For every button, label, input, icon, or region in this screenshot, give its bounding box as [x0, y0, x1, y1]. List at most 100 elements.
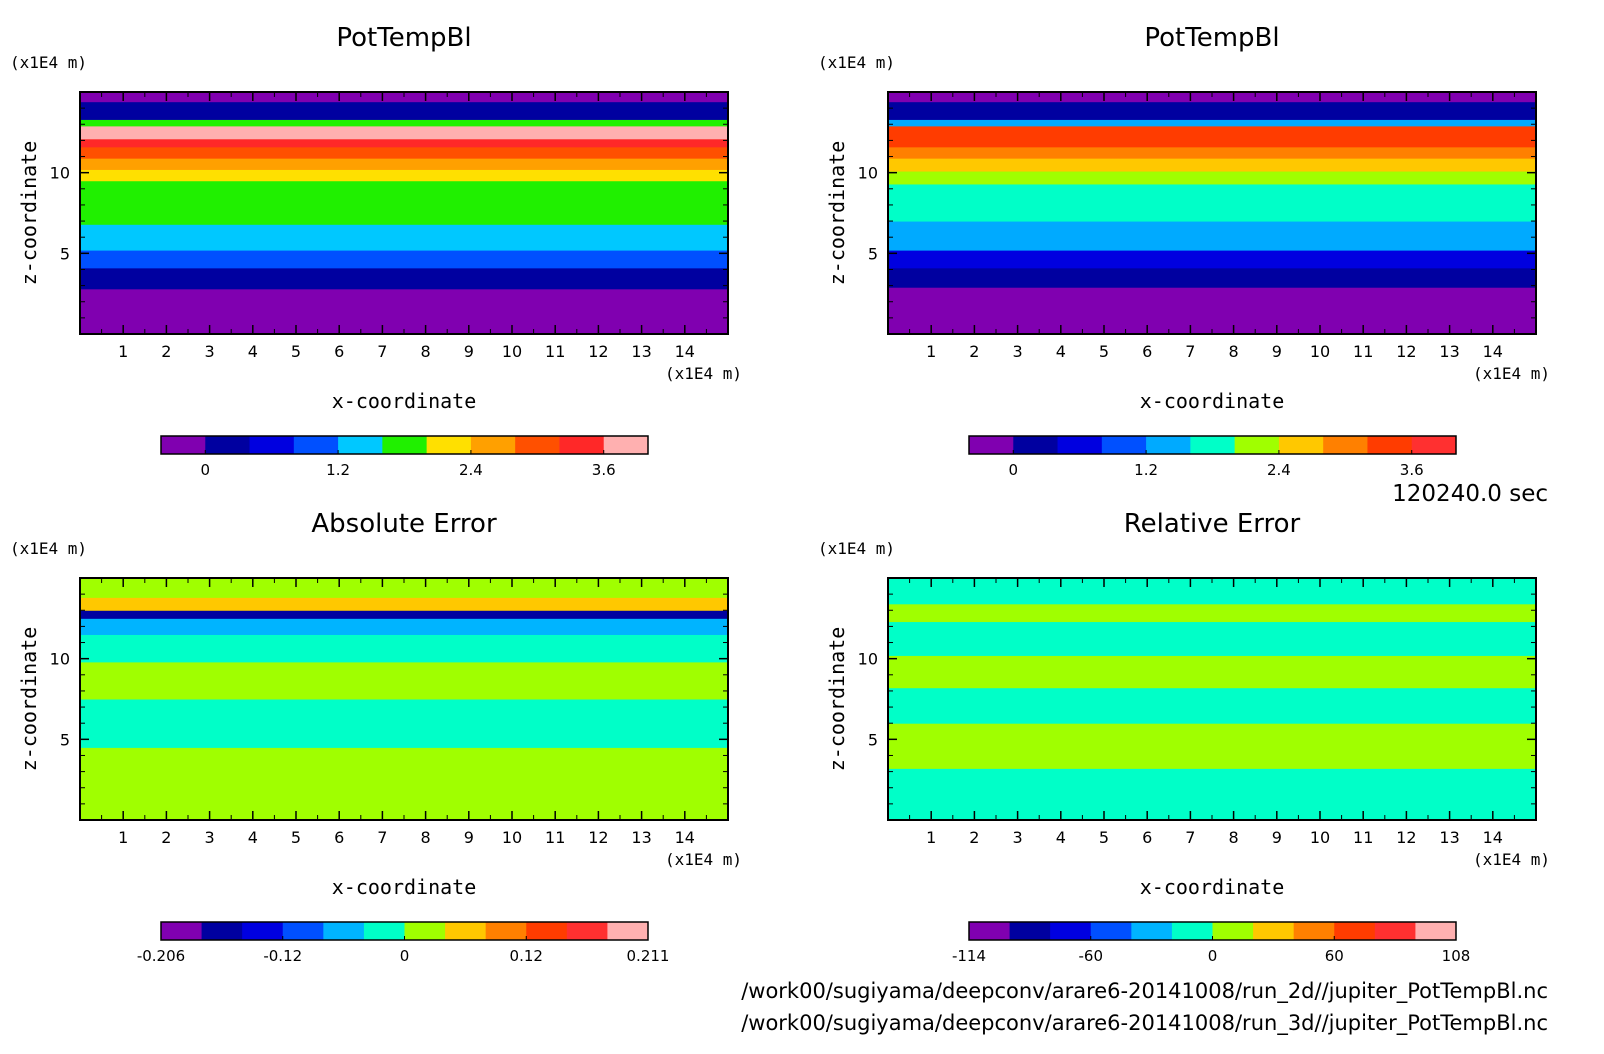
x-tick-label: 3: [1013, 342, 1023, 361]
colorbar-swatch: [1411, 436, 1457, 454]
x-unit-label: (x1E4 m): [665, 364, 742, 383]
contour-band-edge: [888, 156, 1536, 172]
contour-band-edge: [80, 265, 728, 281]
x-tick-label: 3: [205, 342, 215, 361]
contour-band-edge: [888, 248, 1536, 268]
y-axis-label: z-coordinate: [17, 141, 41, 286]
colorbar-tick-label: 0.12: [510, 947, 543, 965]
x-tick-label: 2: [969, 828, 979, 847]
contour-band-edge: [80, 167, 728, 181]
x-tick-label: 10: [1310, 828, 1330, 847]
colorbar-swatch: [382, 436, 428, 454]
x-tick-label: 5: [1099, 342, 1109, 361]
colorbar-swatch: [363, 922, 405, 940]
colorbar-swatch: [1374, 922, 1416, 940]
colorbar-swatch: [293, 436, 339, 454]
y-unit-label: (x1E4 m): [10, 539, 87, 558]
colorbar-swatch: [404, 922, 446, 940]
y-axis-label: z-coordinate: [825, 141, 849, 286]
x-tick-label: 11: [1353, 342, 1373, 361]
x-tick-label: 6: [1142, 342, 1152, 361]
colorbar-swatch: [1101, 436, 1147, 454]
colorbar-swatch: [559, 436, 605, 454]
y-tick-label: 10: [858, 650, 878, 669]
chart-title: Relative Error: [1124, 509, 1301, 539]
colorbar-swatch: [1253, 922, 1295, 940]
x-tick-label: 2: [161, 828, 171, 847]
contour-band-edge: [80, 177, 728, 225]
colorbar-swatch: [161, 922, 203, 940]
contour-field: [888, 92, 1536, 334]
x-tick-label: 8: [1229, 342, 1239, 361]
colorbar-swatch: [242, 922, 284, 940]
x-tick-label: 3: [1013, 828, 1023, 847]
colorbar-tick-label: 0: [1208, 947, 1218, 965]
colorbar-swatch: [969, 922, 1011, 940]
x-axis-label: x-coordinate: [332, 875, 477, 899]
footer-path-2: /work00/sugiyama/deepconv/arare6-2014100…: [741, 1011, 1548, 1036]
time-label: 120240.0 sec: [1392, 481, 1548, 507]
x-unit-label: (x1E4 m): [665, 850, 742, 869]
x-tick-label: 14: [675, 828, 695, 847]
contour-band-edge: [888, 766, 1536, 820]
colorbar-tick-label: -0.12: [263, 947, 302, 965]
y-tick-label: 5: [868, 244, 878, 263]
contour-band-edge: [888, 600, 1536, 622]
colorbar-tick-label: 0.211: [627, 947, 670, 965]
colorbar-tick-label: 2.4: [459, 461, 483, 479]
x-tick-label: 9: [1272, 828, 1282, 847]
colorbar-tick-label: 0: [400, 947, 410, 965]
x-tick-label: 12: [1396, 828, 1416, 847]
x-tick-label: 6: [1142, 828, 1152, 847]
colorbar-tick-label: -114: [952, 947, 986, 965]
contour-band-edge: [888, 285, 1536, 334]
y-axis-label: z-coordinate: [17, 627, 41, 772]
colorbar-tick-label: 0: [1008, 461, 1018, 479]
colorbar-swatch: [515, 436, 560, 454]
colorbar-swatch: [282, 922, 324, 940]
colorbar-swatch: [1057, 436, 1103, 454]
chart-panel-3: Absolute Error(x1E4 m)1 2 3 4 5 6 7 8 9 10 11 12 13 1…: [10, 509, 742, 965]
x-tick-label: 1: [926, 828, 936, 847]
chart-title: PotTempBl: [1144, 23, 1279, 53]
colorbar-tick-label: 0: [200, 461, 210, 479]
colorbar-swatch: [1323, 436, 1368, 454]
x-tick-label: 5: [1099, 828, 1109, 847]
y-tick-label: 10: [858, 164, 878, 183]
x-tick-label: 14: [675, 342, 695, 361]
x-tick-label: 13: [631, 342, 651, 361]
x-tick-label: 10: [502, 828, 522, 847]
x-tick-label: 11: [545, 342, 565, 361]
colorbar-tick-label: 1.2: [326, 461, 350, 479]
contour-band-edge: [888, 264, 1536, 288]
contour-band-edge: [888, 167, 1536, 184]
x-tick-label: 11: [545, 828, 565, 847]
x-tick-label: 1: [118, 828, 128, 847]
colorbar-tick-label: 1.2: [1134, 461, 1158, 479]
contour-band-edge: [80, 246, 728, 268]
x-tick-label: 10: [502, 342, 522, 361]
colorbar-swatch: [1171, 922, 1213, 940]
contour-band-edge: [80, 745, 728, 820]
contour-band-edge: [80, 222, 728, 251]
colorbar-swatch: [566, 922, 608, 940]
contour-band-edge: [80, 286, 728, 334]
x-tick-label: 5: [291, 828, 301, 847]
colorbar-swatch: [1234, 436, 1280, 454]
colorbar-swatch: [603, 436, 649, 454]
colorbar-swatch: [1212, 922, 1254, 940]
x-tick-label: 13: [631, 828, 651, 847]
colorbar-tick-label: 3.6: [592, 461, 616, 479]
contour-band-edge: [80, 123, 728, 139]
colorbar-swatch: [1415, 922, 1457, 940]
colorbar-swatch: [1334, 922, 1376, 940]
x-tick-label: 8: [421, 828, 431, 847]
contour-band-edge: [80, 616, 728, 635]
x-tick-label: 13: [1439, 342, 1459, 361]
x-tick-label: 8: [1229, 828, 1239, 847]
chart-panel-2: PotTempBl(x1E4 m)1 2 3 4 5 6 7 8 9 10 11 12 13 14510(…: [818, 23, 1550, 479]
colorbar-swatch: [1278, 436, 1324, 454]
contour-band-edge: [80, 659, 728, 699]
colorbar-tick-label: -60: [1079, 947, 1104, 965]
contour-band-edge: [888, 181, 1536, 222]
